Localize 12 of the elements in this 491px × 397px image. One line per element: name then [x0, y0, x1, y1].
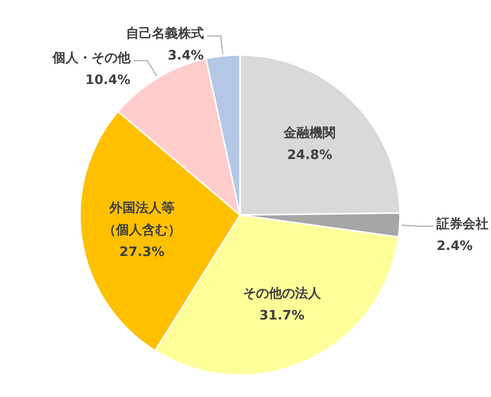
- slice-label: 外国法人等（個人含む）: [102, 200, 181, 238]
- data-label: 10.4%: [85, 73, 130, 88]
- data-label: 24.8%: [287, 148, 332, 163]
- data-label: 31.7%: [259, 308, 305, 324]
- data-label: 3.4%: [168, 48, 204, 64]
- slice-label: 個人・その他: [51, 51, 132, 66]
- data-label: 2.4%: [436, 238, 473, 254]
- slice-label: 証券会社: [436, 216, 489, 232]
- data-label: 27.3%: [119, 244, 165, 260]
- slice-label: 金融機関: [282, 126, 336, 141]
- slice-label: その他の法人: [242, 286, 322, 302]
- slice-label: 自己名義株式: [126, 26, 204, 42]
